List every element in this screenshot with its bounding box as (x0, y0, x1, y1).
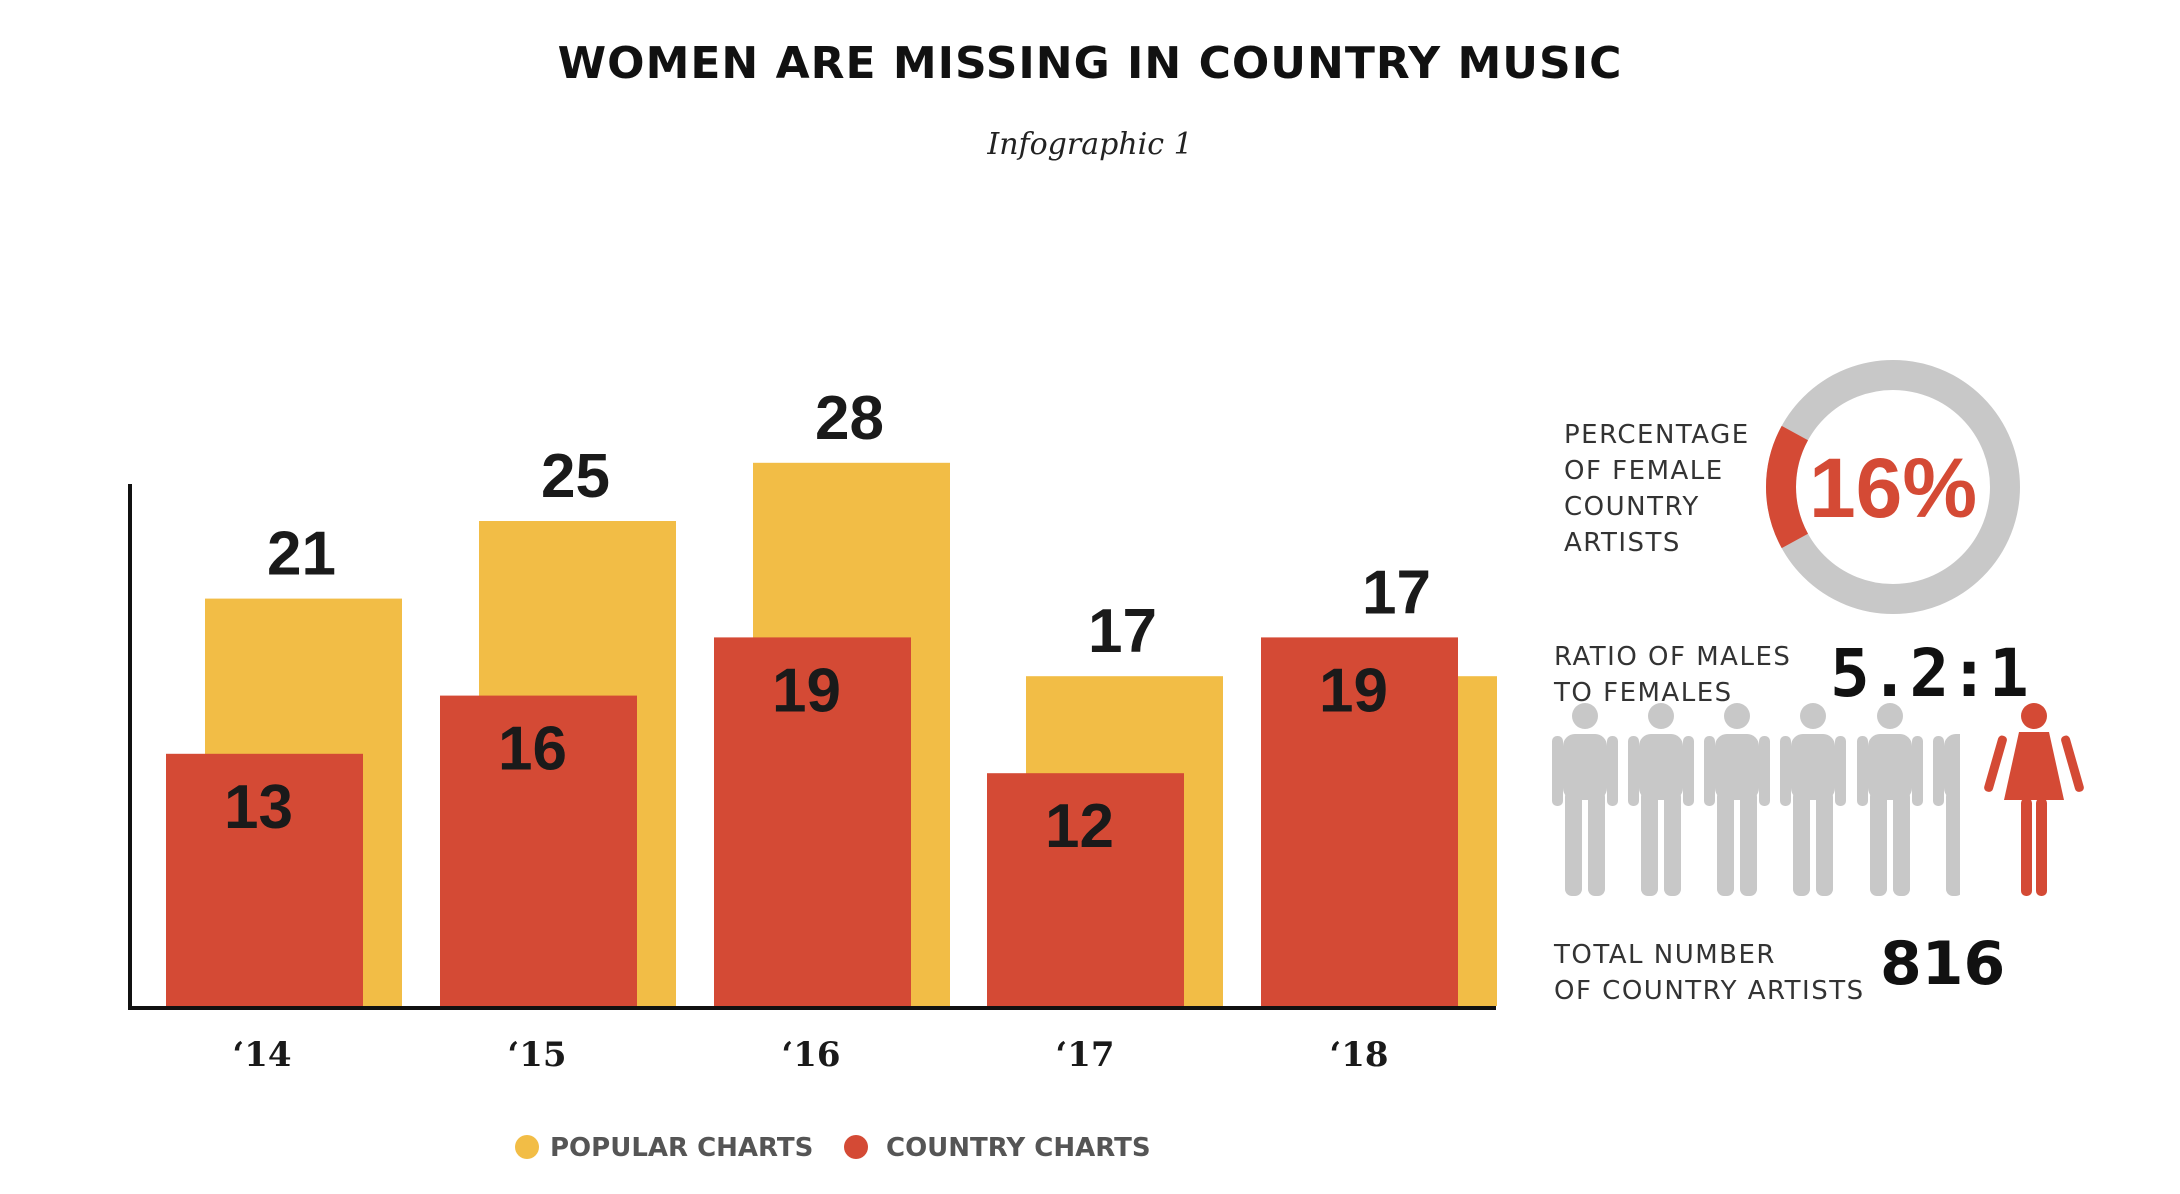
chart-subtitle: Infographic 1 (986, 127, 1192, 162)
legend-swatch-country (844, 1135, 868, 1159)
donut-female-segment (1766, 425, 1809, 549)
female-percentage-block: PERCENTAGE OF FEMALE COUNTRY ARTISTS 16% (1564, 360, 2020, 614)
ratio-label-line-2: TO FEMALES (1553, 678, 1733, 708)
total-label-line-2: OF COUNTRY ARTISTS (1554, 976, 1865, 1006)
male-person-icon (1552, 703, 1618, 896)
x-tick-label: ‘18 (1329, 1035, 1388, 1075)
data-label-popular: 17 (1088, 597, 1157, 666)
ratio-value: 5.2:1 (1830, 635, 2029, 712)
male-person-icon (1704, 703, 1770, 896)
male-person-icon (1628, 703, 1694, 896)
total-block: TOTAL NUMBER OF COUNTRY ARTISTS 816 (1553, 929, 2005, 1006)
legend: POPULAR CHARTS COUNTRY CHARTS (515, 1133, 1151, 1163)
female-pct-label-line-3: COUNTRY (1564, 492, 1700, 522)
data-label-popular: 17 (1362, 558, 1431, 627)
person-icons (1552, 703, 2085, 896)
female-pct-label-line-4: ARTISTS (1564, 528, 1681, 558)
bar-country-charts (987, 773, 1184, 1006)
female-pct-label-line-2: OF FEMALE (1564, 456, 1724, 486)
data-label-country: 19 (1319, 656, 1388, 725)
data-label-country: 16 (498, 715, 567, 784)
x-tick-label: ‘15 (507, 1035, 566, 1075)
male-person-icon (1857, 703, 1923, 896)
female-person-icon (1983, 703, 2085, 896)
male-person-icon (1780, 703, 1846, 896)
bar-country-charts (1261, 637, 1458, 1006)
bar-country-charts (714, 637, 911, 1006)
data-label-popular: 25 (541, 442, 610, 511)
bar-country-charts (166, 753, 363, 1006)
male-person-icon-partial (1933, 730, 1960, 896)
total-label-line-1: TOTAL NUMBER (1553, 940, 1776, 970)
x-tick-label: ‘17 (1055, 1035, 1114, 1075)
bar-country-charts (440, 695, 637, 1006)
data-label-country: 19 (772, 656, 841, 725)
x-tick-label: ‘16 (781, 1035, 840, 1075)
data-label-country: 13 (224, 773, 293, 842)
ratio-label-line-1: RATIO OF MALES (1554, 642, 1791, 672)
data-label-popular: 21 (267, 520, 336, 589)
female-pct-value: 16% (1809, 441, 1977, 535)
legend-label-popular: POPULAR CHARTS (550, 1133, 813, 1163)
data-label-country: 12 (1045, 792, 1114, 861)
x-tick-label: ‘14 (232, 1035, 291, 1075)
female-pct-label-line-1: PERCENTAGE (1564, 420, 1750, 450)
total-value: 816 (1880, 929, 2005, 999)
data-label-popular: 28 (815, 384, 884, 453)
bar-chart: 21 13 ‘14 25 16 ‘15 28 19 ‘16 17 12 ‘17 17 19 ‘18 (166, 384, 1497, 1075)
chart-title: WOMEN ARE MISSING IN COUNTRY MUSIC (558, 38, 1623, 89)
legend-swatch-popular (515, 1135, 539, 1159)
legend-label-country: COUNTRY CHARTS (886, 1133, 1151, 1163)
ratio-block: RATIO OF MALES TO FEMALES 5.2:1 (1553, 635, 2029, 712)
